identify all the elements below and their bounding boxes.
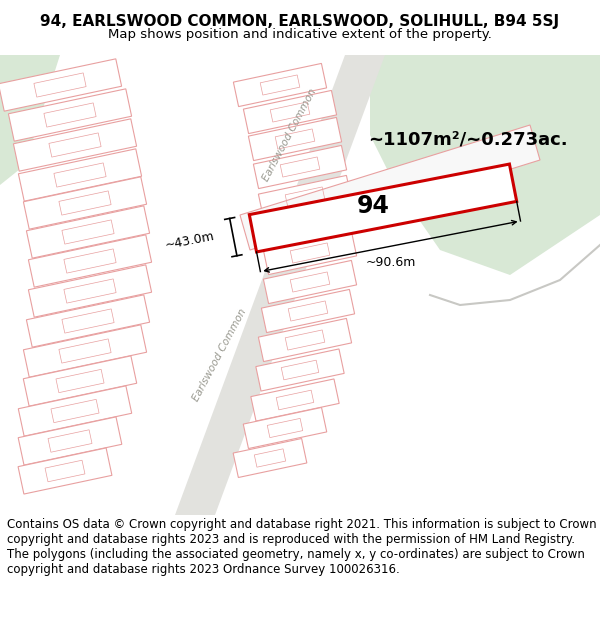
Polygon shape <box>23 177 146 229</box>
Text: ~1107m²/~0.273ac.: ~1107m²/~0.273ac. <box>368 131 568 149</box>
Polygon shape <box>28 265 152 317</box>
Polygon shape <box>259 318 352 362</box>
Polygon shape <box>248 118 341 161</box>
Polygon shape <box>263 231 356 274</box>
Polygon shape <box>250 164 517 252</box>
Polygon shape <box>243 408 327 449</box>
Polygon shape <box>259 176 352 219</box>
Polygon shape <box>26 206 149 258</box>
Polygon shape <box>253 146 347 189</box>
Polygon shape <box>251 379 339 421</box>
Text: Earlswood Common: Earlswood Common <box>191 307 248 403</box>
Text: ~90.6m: ~90.6m <box>365 256 416 269</box>
Text: 94, EARLSWOOD COMMON, EARLSWOOD, SOLIHULL, B94 5SJ: 94, EARLSWOOD COMMON, EARLSWOOD, SOLIHUL… <box>40 14 560 29</box>
Polygon shape <box>256 349 344 391</box>
Polygon shape <box>23 325 146 377</box>
Polygon shape <box>0 55 60 185</box>
Polygon shape <box>8 89 131 141</box>
Polygon shape <box>26 295 149 347</box>
Polygon shape <box>263 261 356 304</box>
Text: Earlswood Common: Earlswood Common <box>262 87 319 183</box>
Polygon shape <box>233 439 307 478</box>
Polygon shape <box>262 203 355 247</box>
Text: Map shows position and indicative extent of the property.: Map shows position and indicative extent… <box>108 28 492 41</box>
Text: Contains OS data © Crown copyright and database right 2021. This information is : Contains OS data © Crown copyright and d… <box>7 518 597 576</box>
Polygon shape <box>18 417 122 465</box>
Polygon shape <box>28 235 152 287</box>
Text: ~43.0m: ~43.0m <box>164 229 215 252</box>
Polygon shape <box>370 55 600 275</box>
Polygon shape <box>13 119 137 171</box>
Polygon shape <box>262 289 355 332</box>
Polygon shape <box>233 63 326 107</box>
Polygon shape <box>175 55 385 515</box>
Polygon shape <box>240 125 540 250</box>
Polygon shape <box>0 59 122 111</box>
Polygon shape <box>18 386 132 436</box>
Polygon shape <box>244 91 337 134</box>
Polygon shape <box>23 356 137 406</box>
Polygon shape <box>18 448 112 494</box>
Polygon shape <box>19 149 142 201</box>
Text: 94: 94 <box>356 194 389 218</box>
